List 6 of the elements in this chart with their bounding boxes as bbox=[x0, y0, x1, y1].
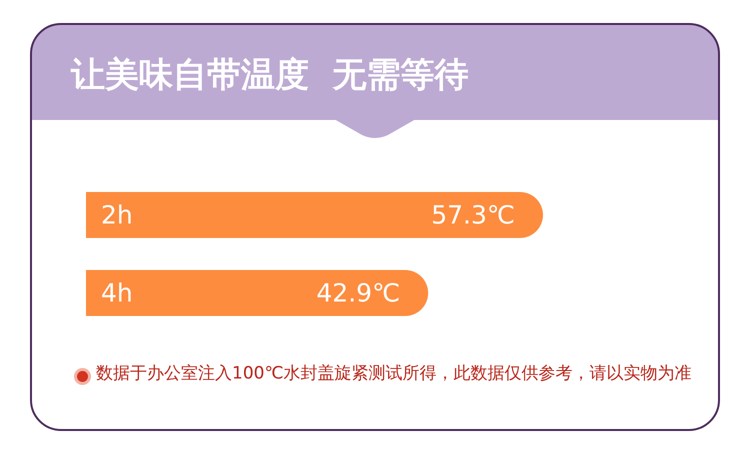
chart-title: 让美味自带温度 无需等待 bbox=[70, 55, 469, 95]
y-tick-label: 2h bbox=[101, 200, 133, 230]
y-tick-label: 4h bbox=[101, 278, 133, 308]
data-label: 42.9℃ bbox=[316, 278, 400, 308]
data-label: 57.3℃ bbox=[431, 200, 515, 230]
text: 数据于办公室注入100℃水封盖旋紧测试所得，此数据仅供参考，请以实物为准 bbox=[96, 364, 692, 384]
